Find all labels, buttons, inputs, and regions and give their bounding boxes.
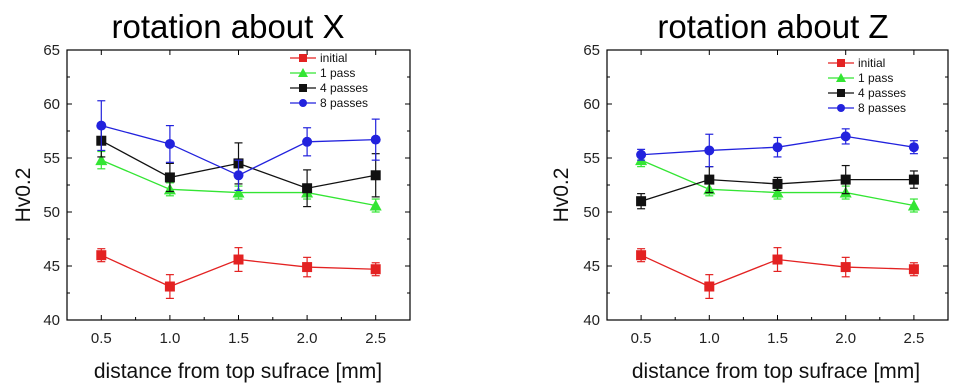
y-tick-label: 55 — [583, 150, 600, 167]
data-point — [704, 281, 715, 292]
x-tick-label: 2.5 — [365, 330, 386, 347]
data-point — [370, 170, 381, 181]
y-axis-label: Hv0.2 — [12, 168, 35, 223]
data-point — [837, 59, 845, 67]
data-point — [772, 254, 783, 265]
x-axis-label: distance from top sufrace [mm] — [632, 360, 920, 383]
data-point — [96, 250, 107, 261]
data-point — [302, 183, 313, 194]
data-point — [636, 250, 647, 261]
data-point — [772, 178, 783, 189]
x-tick-label: 2.0 — [297, 330, 318, 347]
data-point — [299, 84, 307, 92]
chart-title: rotation about X — [112, 8, 345, 45]
y-tick-label: 50 — [43, 204, 60, 221]
data-point — [298, 68, 308, 77]
y-tick-label: 45 — [583, 258, 600, 275]
data-point — [233, 170, 244, 181]
legend-label: 8 passes — [320, 96, 368, 110]
data-point — [771, 186, 784, 198]
y-tick-label: 60 — [43, 96, 60, 113]
data-point — [233, 254, 244, 265]
legend-label: 8 passes — [858, 101, 906, 115]
data-point — [302, 136, 313, 147]
data-point — [840, 262, 851, 273]
data-point — [840, 174, 851, 185]
data-point — [299, 99, 307, 107]
data-point — [836, 73, 846, 82]
legend-label: 4 passes — [858, 86, 906, 100]
data-point — [164, 172, 175, 183]
legend-label: initial — [320, 51, 347, 65]
data-point — [908, 264, 919, 275]
data-point — [837, 89, 845, 97]
x-tick-label: 0.5 — [631, 330, 652, 347]
data-point — [95, 154, 108, 166]
legend-label: 1 pass — [858, 71, 893, 85]
legend-label: 1 pass — [320, 66, 355, 80]
data-point — [907, 199, 920, 211]
x-tick-label: 0.5 — [91, 330, 112, 347]
x-tick-label: 1.0 — [159, 330, 180, 347]
data-point — [837, 104, 845, 112]
data-point — [636, 196, 647, 207]
x-tick-label: 1.5 — [767, 330, 788, 347]
data-point — [302, 262, 313, 273]
chart-title: rotation about Z — [657, 8, 888, 45]
legend-label: 4 passes — [320, 81, 368, 95]
chart-panel-rotation-z: rotation about Z Hv0.2 distance from top… — [550, 8, 949, 383]
x-axis-label: distance from top sufrace [mm] — [94, 360, 382, 383]
data-point — [370, 134, 381, 145]
x-tick-label: 2.5 — [903, 330, 924, 347]
data-point — [96, 120, 107, 131]
y-tick-label: 45 — [43, 258, 60, 275]
data-point — [908, 142, 919, 153]
y-tick-label: 50 — [583, 204, 600, 221]
data-point — [164, 281, 175, 292]
data-point — [299, 54, 307, 62]
chart-panel-rotation-x: rotation about X Hv0.2 distance from top… — [12, 8, 411, 383]
data-point — [704, 174, 715, 185]
legend-label: initial — [858, 56, 885, 70]
y-tick-label: 40 — [583, 312, 600, 329]
x-tick-label: 1.5 — [228, 330, 249, 347]
x-tick-label: 2.0 — [835, 330, 856, 347]
data-point — [232, 186, 245, 198]
data-point — [164, 138, 175, 149]
y-tick-label: 55 — [43, 150, 60, 167]
data-point — [772, 142, 783, 153]
y-axis-label: Hv0.2 — [550, 168, 573, 223]
y-tick-label: 40 — [43, 312, 60, 329]
y-tick-label: 60 — [583, 96, 600, 113]
data-point — [908, 174, 919, 185]
data-point — [370, 264, 381, 275]
data-point — [704, 145, 715, 156]
y-tick-label: 65 — [583, 42, 600, 59]
data-point — [636, 149, 647, 160]
data-point — [369, 199, 382, 211]
data-point — [840, 131, 851, 142]
y-tick-label: 65 — [43, 42, 60, 59]
x-tick-label: 1.0 — [699, 330, 720, 347]
